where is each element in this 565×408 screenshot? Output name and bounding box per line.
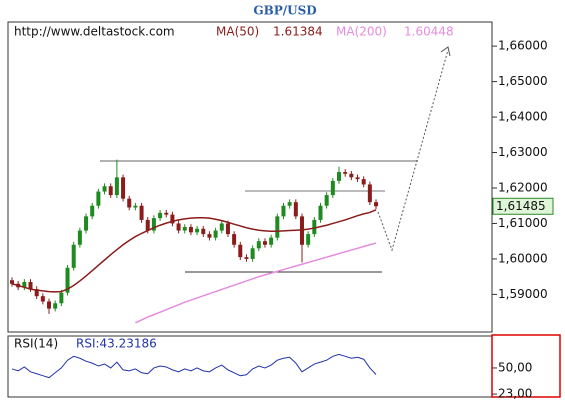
candle-body <box>84 216 89 231</box>
legend-ma200-value: 1.60448 <box>404 25 454 39</box>
rsi-value: RSI:43.23186 <box>76 337 157 351</box>
y-tick-label: 1,66000 <box>498 39 548 53</box>
candle-body <box>53 303 58 309</box>
last-price-label: 1,61485 <box>496 199 546 213</box>
candle-body <box>158 212 163 219</box>
candle-body <box>269 237 274 245</box>
arrow-head <box>440 46 451 57</box>
candle-body <box>47 301 52 309</box>
candle-body <box>108 186 113 196</box>
candle-body <box>34 289 39 297</box>
candle-body <box>151 218 156 231</box>
candle-body <box>232 234 237 245</box>
rsi-tick-label: 23,00 <box>498 387 532 401</box>
legend-ma50-value: 1.61384 <box>273 25 323 39</box>
candle-body <box>225 223 230 235</box>
candle-body <box>324 195 329 206</box>
candle-body <box>207 234 212 238</box>
candle-body <box>318 205 323 220</box>
candle-body <box>337 172 342 181</box>
candle-body <box>281 205 286 217</box>
moving-average <box>135 242 377 324</box>
candle-body <box>275 216 280 238</box>
projection-arrow <box>377 49 449 252</box>
candle-body <box>244 257 249 259</box>
price-panel <box>7 21 493 333</box>
chart-title: GBP/USD <box>253 4 316 18</box>
candle-body <box>114 177 119 196</box>
candle-body <box>312 219 317 235</box>
candle-body <box>145 219 150 231</box>
candle-body <box>343 172 348 174</box>
candle-body <box>10 280 14 284</box>
candle-body <box>59 292 64 304</box>
candle-body <box>40 296 45 302</box>
legend-ma50: MA(50) <box>216 25 259 39</box>
candle-body <box>256 241 261 249</box>
candle-body <box>188 227 193 233</box>
candle-body <box>293 202 298 217</box>
last-price-box <box>492 197 554 215</box>
legend: http://www.deltastock.com MA(50) 1.61384… <box>14 25 454 351</box>
candle-body <box>349 173 354 178</box>
candle-body <box>182 227 187 231</box>
candle-body <box>355 177 360 180</box>
candle-body <box>28 281 33 290</box>
candle-body <box>213 230 218 238</box>
candle-body <box>121 177 126 199</box>
moving-average <box>11 209 377 293</box>
legend-ma200: MA(200) <box>336 25 387 39</box>
candle-body <box>90 205 95 217</box>
candle-body <box>176 223 181 231</box>
candle-body <box>195 228 200 233</box>
candle-body <box>71 244 76 268</box>
candle-body <box>164 212 169 215</box>
candle-body <box>96 191 101 206</box>
y-tick-label: 1,64000 <box>498 110 548 124</box>
candle-body <box>330 180 335 196</box>
rsi-name: RSI(14) <box>14 337 58 351</box>
candle-body <box>262 241 267 245</box>
candle-body <box>201 228 206 235</box>
candle-body <box>127 198 132 208</box>
candle-body <box>133 205 138 208</box>
candle-body <box>306 234 311 245</box>
candle-body <box>139 205 144 220</box>
candle-body <box>250 248 255 259</box>
y-tick-label: 1,65000 <box>498 74 548 88</box>
candle-body <box>102 186 107 192</box>
candle-body <box>77 230 82 245</box>
candle-body <box>374 202 379 207</box>
candle-body <box>219 223 224 231</box>
candle-body <box>367 184 372 203</box>
y-tick-label: 1,63000 <box>498 145 548 159</box>
source: http://www.deltastock.com <box>14 25 175 39</box>
rsi-tick-label: 50,00 <box>498 360 532 374</box>
candle-body <box>22 281 27 288</box>
candle-body <box>170 214 175 224</box>
candle-body <box>361 179 366 185</box>
candle-body <box>287 202 292 206</box>
candle-body <box>238 244 243 258</box>
y-tick-label: 1,62000 <box>498 180 548 194</box>
rsi-line <box>11 353 377 379</box>
highlight-box <box>491 334 561 398</box>
y-tick-label: 1,59000 <box>498 287 548 301</box>
y-tick-label: 1,60000 <box>498 251 548 265</box>
candle-body <box>65 267 70 293</box>
y-tick-label: 1,61000 <box>498 216 548 230</box>
